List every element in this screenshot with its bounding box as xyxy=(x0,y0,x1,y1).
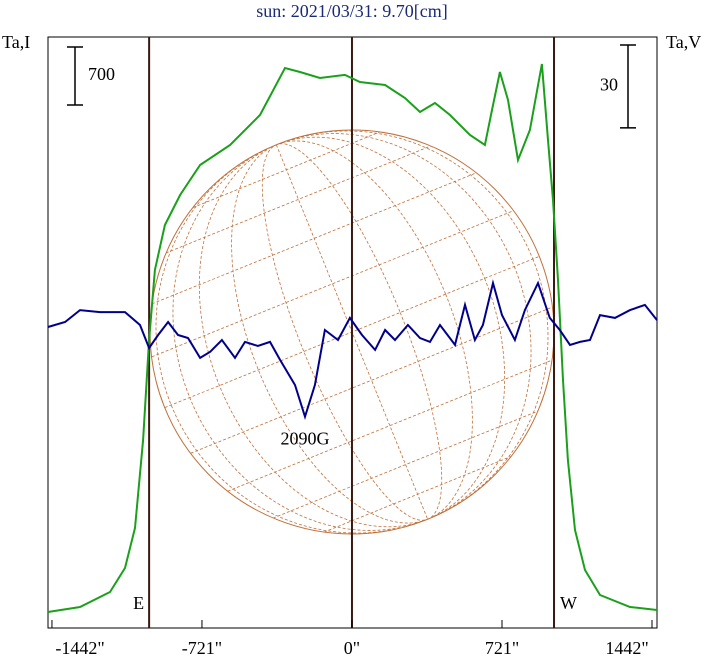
x-tick-label: 1442" xyxy=(605,638,648,658)
solar-disk xyxy=(149,129,555,535)
annotation: E xyxy=(133,593,144,613)
series-line xyxy=(47,63,658,613)
y2-axis-label: Ta,V xyxy=(666,32,701,52)
x-tick-label: 721" xyxy=(485,638,519,658)
annotation: 2090G xyxy=(280,428,329,448)
scale-bar-label: 700 xyxy=(88,64,115,84)
annotation: W xyxy=(560,593,577,613)
scale-bar-label: 30 xyxy=(600,75,618,95)
scale-bar xyxy=(620,44,636,129)
x-tick-label: -1442" xyxy=(55,638,104,658)
x-tick-label: 0" xyxy=(344,638,360,658)
y-axis-label: Ta,I xyxy=(2,32,30,52)
series-line xyxy=(47,279,658,421)
x-tick-label: -721" xyxy=(182,638,222,658)
scale-bar xyxy=(67,46,83,106)
chart-title: sun: 2021/03/31: 9.70[cm] xyxy=(256,1,448,21)
